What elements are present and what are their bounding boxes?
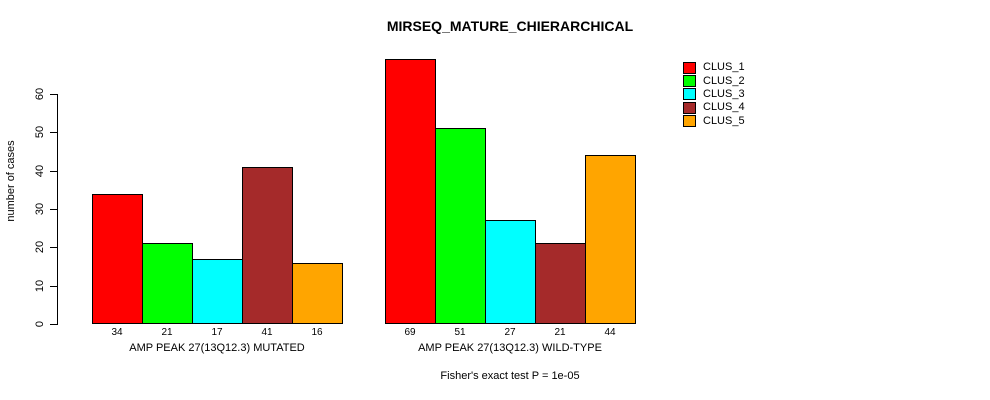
bar-clus_5-group1 (292, 263, 343, 324)
y-tick-mark (50, 132, 57, 134)
bar-value-label: 34 (111, 327, 123, 338)
legend-swatch-clus_3 (683, 88, 696, 101)
x-group-label-wildtype: AMP PEAK 27(13Q12.3) WILD-TYPE (418, 342, 602, 354)
bar-value-label: 44 (604, 327, 616, 338)
bar-clus_2-group2 (435, 128, 486, 324)
legend-label: CLUS_5 (703, 114, 745, 127)
y-tick-label: 30 (34, 202, 46, 216)
legend-swatch-clus_4 (683, 101, 696, 114)
legend-item: CLUS_4 (683, 101, 745, 114)
bar-clus_3-group2 (485, 220, 536, 324)
legend-swatch-clus_1 (683, 61, 696, 74)
y-tick-mark (50, 285, 57, 287)
y-axis-line (57, 94, 58, 325)
bar-value-label: 41 (261, 327, 273, 338)
bar-clus_5-group2 (585, 155, 636, 324)
bar-clus_2-group1 (142, 243, 193, 324)
y-tick-mark (50, 247, 57, 249)
legend-swatch-clus_5 (683, 115, 696, 128)
legend-item: CLUS_1 (683, 61, 745, 74)
bar-clus_1-group1 (92, 194, 143, 324)
bar-clus_3-group1 (192, 259, 243, 324)
legend-item: CLUS_5 (683, 115, 745, 128)
bar-value-label: 69 (404, 327, 416, 338)
y-tick-label: 50 (34, 126, 46, 139)
bar-value-label: 21 (161, 327, 173, 338)
y-tick-mark (50, 170, 57, 172)
bar-clus_1-group2 (385, 59, 436, 324)
y-tick-mark (50, 324, 57, 325)
bar-value-label: 51 (454, 327, 466, 338)
y-tick-label: 60 (34, 87, 46, 101)
y-tick-mark (50, 94, 57, 95)
chart-title: MIRSEQ_MATURE_CHIERARCHICAL (386, 18, 634, 34)
y-tick-label: 20 (34, 241, 46, 254)
bar-clus_4-group1 (242, 167, 293, 324)
y-tick-label: 40 (34, 164, 46, 177)
bar-value-label: 16 (311, 327, 323, 338)
legend-label: CLUS_4 (703, 101, 745, 114)
legend-label: CLUS_1 (703, 61, 745, 74)
bar-value-label: 27 (504, 327, 516, 338)
bar-clus_4-group2 (535, 243, 586, 324)
legend-label: CLUS_3 (703, 87, 745, 100)
legend-item: CLUS_3 (683, 88, 745, 101)
y-axis-label: number of cases (5, 140, 17, 222)
legend: CLUS_1 CLUS_2 CLUS_3 CLUS_4 CLUS_5 (683, 61, 745, 128)
legend-label: CLUS_2 (703, 74, 745, 87)
legend-item: CLUS_2 (683, 74, 745, 88)
y-tick-mark (50, 209, 57, 210)
fisher-test-caption: Fisher's exact test P = 1e-05 (440, 370, 580, 382)
legend-swatch-clus_2 (683, 75, 696, 88)
bar-value-label: 21 (554, 327, 566, 338)
bar-value-label: 17 (211, 327, 223, 338)
y-tick-label: 10 (34, 279, 46, 292)
y-tick-label: 0 (34, 320, 46, 328)
x-group-label-mutated: AMP PEAK 27(13Q12.3) MUTATED (129, 342, 305, 354)
